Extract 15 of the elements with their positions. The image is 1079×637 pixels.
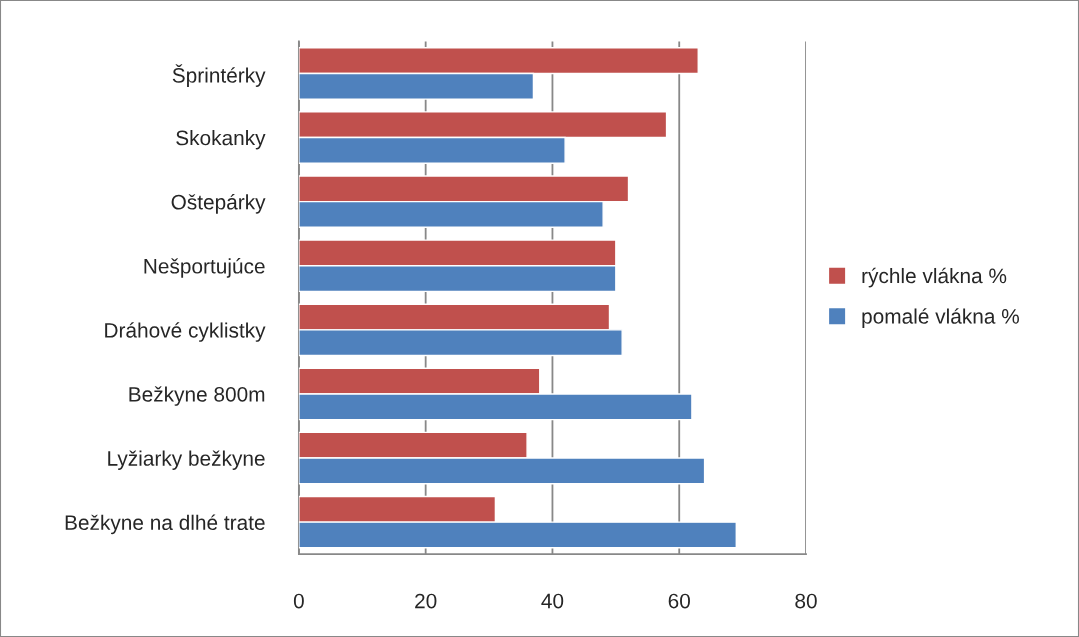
legend-label: rýchle vlákna % [862,267,1007,288]
y-tick-label: Nešportujúce [144,258,265,278]
y-tick-label: Skokanky [176,130,266,150]
y-tick-label: Dráhové cyklistky [105,322,266,342]
y-tick-label: Lyžiarky bežkyne [108,450,265,470]
x-tick-label: 60 [668,593,690,609]
y-tick-label: Šprintérky [172,64,266,87]
x-tick-label: 0 [293,593,304,609]
y-tick-label: Oštepárky [171,193,266,214]
x-tick-label: 20 [415,593,437,609]
x-tick-label: 80 [795,593,817,609]
legend-label: pomalé vlákna % [862,308,1019,328]
y-tick-label: Bežkyne na dlhé trate [65,514,265,535]
y-tick-label: Bežkyne 800m [129,386,265,406]
x-tick-label: 40 [541,593,564,609]
